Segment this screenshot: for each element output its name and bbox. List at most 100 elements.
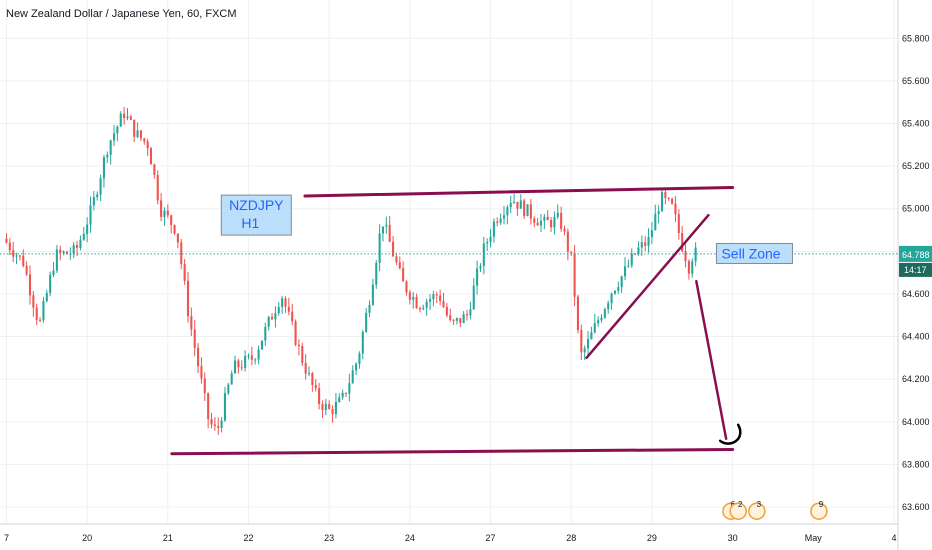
candle-body	[207, 393, 210, 420]
candle-body	[556, 212, 559, 217]
time-tick-label: 7	[4, 533, 9, 543]
candle-body	[469, 309, 472, 316]
candle-body	[452, 319, 455, 321]
candle-body	[217, 426, 220, 428]
candle-body	[687, 261, 690, 274]
time-axis[interactable]: 7 20 21 22 23 24 27 28 29 30 May 4	[0, 523, 898, 543]
candle-body	[509, 202, 512, 208]
candle-body	[462, 314, 465, 323]
candle-body	[146, 141, 149, 149]
candle-body	[96, 194, 99, 198]
candle-body	[331, 408, 334, 415]
candle-body	[644, 242, 647, 246]
candle-body	[415, 297, 418, 309]
candle-body	[291, 311, 294, 322]
candle-body	[445, 306, 448, 316]
candle-body	[65, 251, 69, 254]
time-tick-label: 28	[566, 533, 576, 543]
candle-body	[355, 363, 358, 371]
candle-body	[79, 239, 82, 248]
price-tick-label: 65.200	[902, 161, 930, 171]
candle-body	[603, 309, 606, 318]
candle-body	[260, 340, 263, 350]
candle-body	[368, 304, 371, 313]
candle-body	[76, 244, 79, 248]
candle-body	[566, 231, 569, 252]
candle-body	[18, 255, 21, 257]
candle-body	[72, 244, 75, 254]
candle-body	[674, 203, 677, 215]
candle-body	[613, 290, 616, 294]
time-tick-label: 20	[82, 533, 92, 543]
candle-body	[220, 420, 223, 428]
candle-body	[8, 242, 11, 251]
candle-body	[25, 265, 28, 275]
candle-body	[425, 301, 428, 308]
time-tick-label: 30	[728, 533, 738, 543]
candle-body	[166, 210, 169, 216]
resistance-line	[303, 185, 735, 198]
candle-body	[654, 213, 657, 231]
candle-body	[358, 353, 361, 364]
candle-body	[139, 130, 142, 139]
candle-body	[435, 294, 438, 296]
sell-arrow-line	[695, 279, 728, 441]
candle-body	[237, 360, 240, 368]
candle-body	[671, 198, 674, 204]
candle-body	[348, 383, 351, 394]
event-markers[interactable]: 6239	[722, 500, 828, 520]
candle-body	[587, 339, 590, 349]
candle-body	[328, 403, 331, 409]
candle-body	[281, 298, 284, 308]
candle-body	[173, 225, 176, 234]
candle-body	[684, 250, 687, 262]
candle-body	[186, 280, 190, 317]
countdown-tag	[899, 262, 932, 277]
candle-body	[92, 197, 95, 206]
candle-body	[254, 359, 257, 361]
candle-body	[112, 133, 116, 141]
candle-body	[630, 253, 633, 266]
candle-body	[422, 307, 425, 310]
price-tick-label: 64.600	[902, 289, 930, 299]
drawing-overlays[interactable]: NZDJPY H1 Sell Zone	[0, 185, 898, 456]
candle-body	[210, 419, 213, 425]
candle-body	[213, 424, 216, 427]
candle-body	[361, 331, 364, 354]
candle-body	[472, 285, 475, 310]
candle-body	[351, 370, 354, 384]
price-tick-label: 64.200	[902, 374, 930, 384]
candle-body	[274, 313, 277, 320]
candle-body	[365, 312, 368, 332]
candle-body	[277, 307, 280, 314]
grid-lines	[0, 0, 898, 524]
candle-body	[573, 252, 576, 297]
event-marker	[748, 502, 766, 520]
candle-body	[240, 367, 243, 369]
candle-body	[637, 247, 640, 254]
candle-body	[257, 349, 260, 360]
candle-body	[42, 301, 45, 321]
candle-body	[385, 224, 388, 227]
candle-body	[59, 249, 62, 254]
candle-body	[597, 320, 600, 324]
countdown-text: 14:17	[904, 265, 927, 275]
price-axis[interactable]: 63.60063.80064.00064.20064.40064.60064.8…	[897, 0, 932, 550]
candle-body	[180, 242, 183, 265]
candle-body	[607, 303, 610, 310]
price-tick-label: 65.600	[902, 76, 930, 86]
event-marker	[729, 502, 747, 520]
candle-body	[39, 319, 42, 321]
candle-body	[129, 116, 132, 120]
candle-body	[499, 218, 502, 223]
candle-body	[35, 307, 38, 320]
candle-body	[533, 218, 536, 223]
candle-body	[55, 249, 58, 271]
candle-body	[200, 366, 203, 379]
symbol-note-box	[220, 194, 292, 236]
candle-body	[610, 293, 613, 304]
candle-body	[623, 266, 627, 277]
candle-body	[301, 345, 304, 363]
candle-body	[334, 401, 337, 415]
